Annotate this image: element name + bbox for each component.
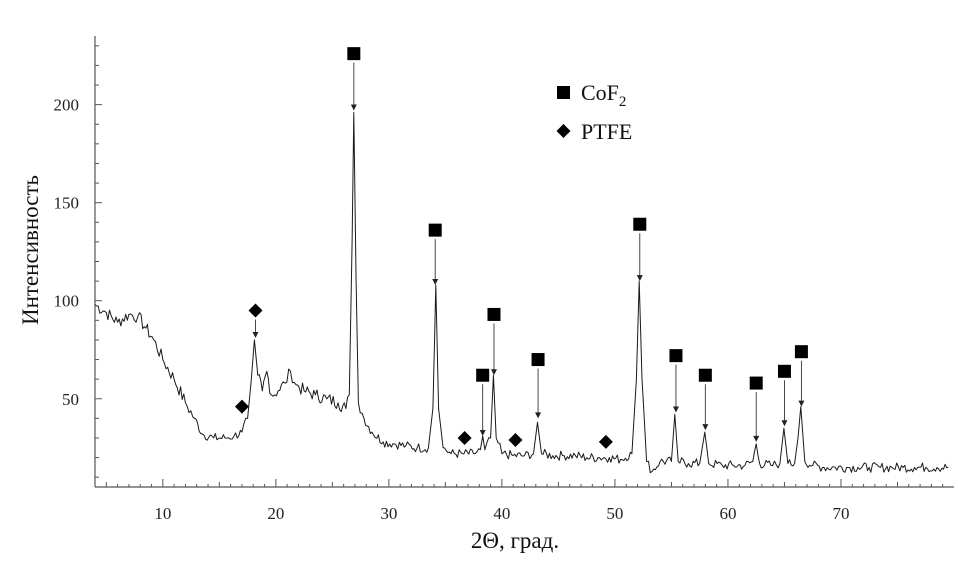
cof2-marker — [347, 47, 361, 61]
y-axis-label: Интенсивность — [18, 175, 43, 325]
x-tick-label: 20 — [267, 504, 284, 523]
peak-arrowhead — [672, 406, 679, 413]
peak-arrowhead — [753, 435, 760, 442]
legend-label-ptfe: PTFE — [581, 119, 632, 144]
phase-markers — [234, 47, 808, 449]
ptfe-marker — [508, 432, 523, 447]
x-axis-label: 2Θ, град. — [471, 528, 559, 553]
x-tick-label: 30 — [380, 504, 397, 523]
ptfe-marker — [234, 399, 249, 414]
peak-arrowhead — [252, 331, 259, 338]
x-tick-label: 10 — [154, 504, 171, 523]
ptfe-marker — [598, 434, 613, 449]
cof2-marker — [777, 364, 791, 378]
x-tick-label: 50 — [606, 504, 623, 523]
cof2-marker — [487, 307, 501, 321]
x-tick-label: 60 — [719, 504, 736, 523]
legend-label-cof2-sub: 2 — [619, 94, 627, 110]
y-tick-label: 200 — [54, 96, 80, 115]
cof2-marker — [794, 345, 808, 359]
legend: CoF2 PTFE — [556, 80, 632, 144]
diffraction-trace — [94, 112, 949, 474]
axes — [94, 36, 954, 488]
legend-label-cof2-main: CoF — [581, 80, 619, 105]
ptfe-marker — [457, 430, 472, 445]
peak-arrowhead — [535, 412, 542, 419]
y-tick-label: 100 — [54, 292, 80, 311]
y-ticks: 50 100 150 200 — [54, 45, 102, 478]
y-tick-label: 150 — [54, 194, 80, 213]
cof2-marker — [633, 217, 647, 231]
legend-diamond-symbol — [556, 124, 571, 138]
cof2-marker — [476, 368, 490, 382]
cof2-marker — [698, 368, 712, 382]
cof2-marker — [669, 349, 683, 363]
legend-square-symbol — [557, 86, 570, 99]
y-tick-label: 50 — [62, 390, 79, 409]
ptfe-marker — [248, 303, 263, 318]
peak-arrowhead — [479, 430, 486, 437]
cof2-marker — [531, 353, 545, 367]
cof2-marker — [428, 223, 442, 237]
peak-arrowhead — [490, 369, 497, 376]
x-ticks: 10 20 30 40 50 60 70 — [105, 479, 944, 523]
cof2-marker — [749, 376, 763, 390]
peak-arrowhead — [350, 104, 357, 111]
x-tick-label: 70 — [832, 504, 849, 523]
peak-arrowhead — [798, 400, 805, 407]
peak-arrowhead — [702, 424, 709, 431]
peak-arrowhead — [636, 275, 643, 282]
peak-arrowhead — [781, 420, 788, 427]
x-tick-label: 40 — [493, 504, 510, 523]
peak-arrowhead — [432, 279, 439, 286]
legend-label-cof2: CoF2 — [581, 80, 626, 110]
